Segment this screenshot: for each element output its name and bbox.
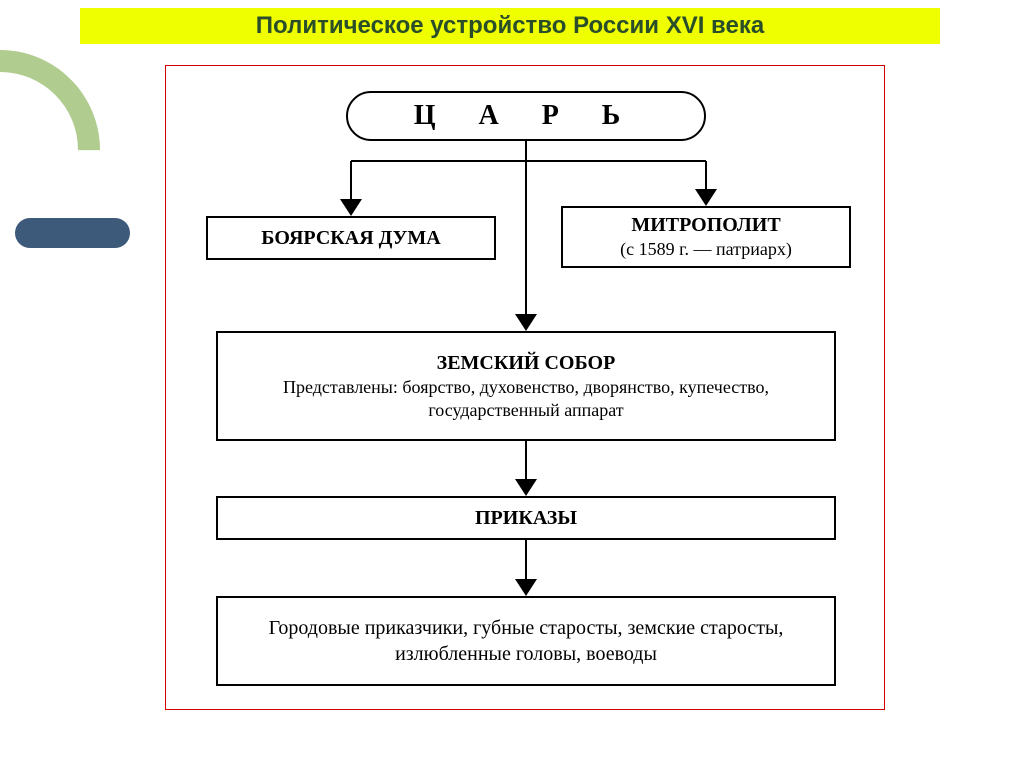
node-zemsky-subtext: Представлены: боярство, духовенство, дво… bbox=[226, 376, 826, 423]
edge-tsar-zemsky bbox=[521, 141, 541, 331]
decoration-pill bbox=[15, 218, 130, 248]
slide-decoration bbox=[0, 60, 110, 710]
node-tsar: Ц А Р Ь bbox=[346, 91, 706, 141]
edge-tsar-metropolit bbox=[526, 141, 726, 206]
node-metropolit-label: МИТРОПОЛИТ bbox=[631, 212, 780, 238]
node-prikazy: ПРИКАЗЫ bbox=[216, 496, 836, 540]
edge-prikazy-local bbox=[521, 540, 541, 596]
edge-tsar-boyar bbox=[346, 141, 546, 216]
diagram-container: Ц А Р Ь БОЯРСКАЯ ДУМА МИТРОПОЛИТ (с 1589… bbox=[165, 65, 885, 710]
edge-zemsky-prikazy bbox=[521, 441, 541, 496]
node-local: Городовые приказчики, губные старосты, з… bbox=[216, 596, 836, 686]
node-local-subtext: Городовые приказчики, губные старосты, з… bbox=[226, 615, 826, 667]
node-metropolit-subtext: (с 1589 г. — патриарх) bbox=[620, 238, 792, 261]
node-zemsky-label: ЗЕМСКИЙ СОБОР bbox=[437, 350, 616, 376]
node-zemsky: ЗЕМСКИЙ СОБОР Представлены: боярство, ду… bbox=[216, 331, 836, 441]
page-title: Политическое устройство России XVI века bbox=[256, 12, 764, 40]
node-tsar-label: Ц А Р Ь bbox=[414, 100, 639, 132]
node-boyar: БОЯРСКАЯ ДУМА bbox=[206, 216, 496, 260]
title-bar: Политическое устройство России XVI века bbox=[80, 8, 940, 44]
node-metropolit: МИТРОПОЛИТ (с 1589 г. — патриарх) bbox=[561, 206, 851, 268]
node-boyar-label: БОЯРСКАЯ ДУМА bbox=[261, 225, 440, 251]
diagram-inner: Ц А Р Ь БОЯРСКАЯ ДУМА МИТРОПОЛИТ (с 1589… bbox=[166, 66, 884, 709]
decoration-arc bbox=[0, 9, 141, 292]
node-prikazy-label: ПРИКАЗЫ bbox=[475, 505, 577, 531]
